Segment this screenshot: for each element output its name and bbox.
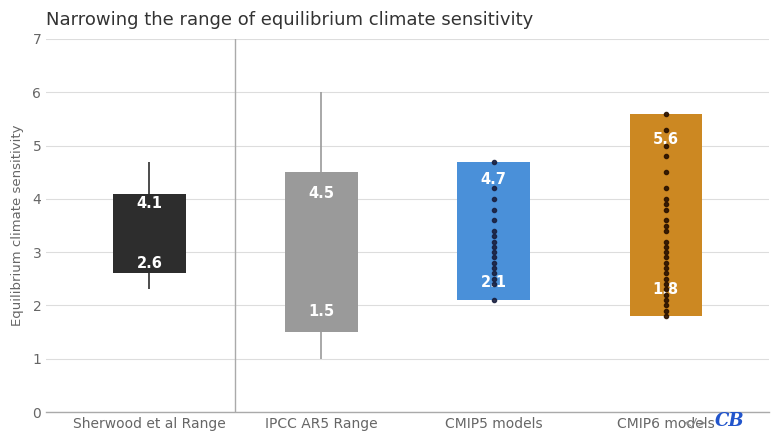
Text: CB: CB [715, 412, 745, 430]
Y-axis label: Equilibrium climate sensitivity: Equilibrium climate sensitivity [11, 125, 24, 326]
Bar [457, 162, 530, 300]
Text: 1.8: 1.8 [653, 282, 679, 297]
Text: 4.7: 4.7 [480, 172, 506, 187]
Text: </>: </> [683, 417, 706, 430]
Text: Narrowing the range of equilibrium climate sensitivity: Narrowing the range of equilibrium clima… [46, 11, 534, 29]
Text: 1.5: 1.5 [308, 304, 335, 319]
Bar [285, 172, 358, 332]
Text: 2.6: 2.6 [136, 255, 162, 271]
Text: 4.1: 4.1 [136, 196, 162, 211]
Bar [113, 194, 186, 274]
Text: 4.5: 4.5 [309, 186, 335, 201]
Text: 5.6: 5.6 [653, 133, 679, 148]
Bar [629, 114, 702, 316]
Text: 2.1: 2.1 [480, 274, 506, 290]
